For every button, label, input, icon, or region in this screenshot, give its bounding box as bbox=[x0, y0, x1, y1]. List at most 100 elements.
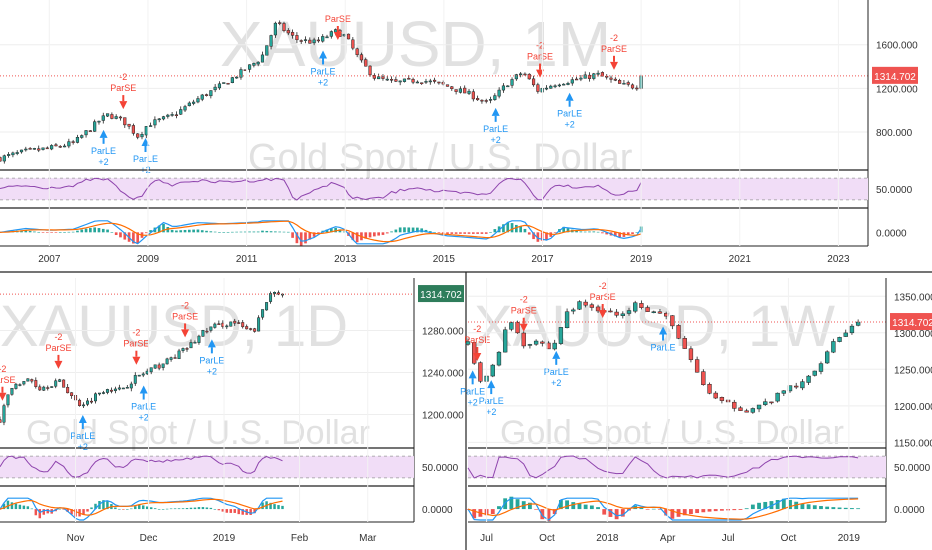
sell-signal-label: -2 bbox=[0, 364, 6, 374]
candle bbox=[775, 392, 780, 402]
rsi-pane[interactable]: 50.0000 bbox=[0, 455, 459, 479]
macd-histogram-bar bbox=[317, 232, 320, 234]
macd-histogram-bar bbox=[86, 509, 89, 512]
buy-signal-marker[interactable]: ParLE+2 bbox=[479, 380, 504, 417]
macd-histogram-bar bbox=[243, 231, 247, 233]
candle bbox=[189, 342, 193, 349]
buy-signal-marker[interactable]: ParLE+2 bbox=[483, 107, 508, 145]
sell-signal-marker[interactable]: ParSE bbox=[325, 14, 351, 40]
candle bbox=[173, 357, 177, 359]
buy-signal-marker[interactable]: ParLE+2 bbox=[91, 129, 116, 167]
macd-pane[interactable]: 0.0000 bbox=[466, 496, 925, 521]
macd-histogram-bar bbox=[130, 508, 133, 510]
candle bbox=[497, 89, 501, 97]
candle bbox=[45, 147, 49, 150]
macd-histogram-bar bbox=[50, 232, 53, 233]
candle bbox=[101, 115, 105, 121]
macd-histogram-bar bbox=[446, 232, 449, 234]
buy-signal-marker[interactable]: ParLE+2 bbox=[131, 385, 156, 423]
macd-histogram-bar bbox=[274, 231, 277, 233]
candle bbox=[222, 82, 226, 84]
buy-signal-marker[interactable]: ParLE+2 bbox=[70, 414, 95, 452]
macd-histogram-bar bbox=[454, 232, 458, 234]
macd-histogram-bar bbox=[226, 231, 230, 233]
candle bbox=[32, 148, 37, 150]
buy-signal-marker[interactable]: ParLE+2 bbox=[557, 92, 582, 130]
macd-histogram-bar bbox=[536, 232, 540, 242]
rsi-pane[interactable]: 50.0000 bbox=[467, 455, 931, 479]
candle bbox=[744, 410, 749, 413]
candle bbox=[564, 311, 570, 328]
macd-histogram-bar bbox=[291, 232, 294, 238]
macd-histogram-bar bbox=[102, 500, 105, 510]
price-tick-label: 1200.000 bbox=[422, 411, 464, 422]
candle bbox=[614, 311, 619, 316]
buy-signal-marker[interactable]: ParLE bbox=[651, 326, 676, 353]
macd-histogram-bar bbox=[368, 232, 372, 238]
candle bbox=[415, 81, 419, 84]
macd-histogram-bar bbox=[583, 231, 587, 233]
macd-histogram-bar bbox=[114, 232, 118, 236]
macd-histogram-bar bbox=[233, 509, 236, 513]
panel-weekly[interactable]: XAUUSD, 1W Gold Spot / U.S. Dollar 1314.70… bbox=[460, 278, 932, 544]
macd-histogram-bar bbox=[781, 498, 786, 510]
macd-histogram-bar bbox=[106, 229, 109, 233]
macd-histogram-bar bbox=[173, 508, 177, 510]
buy-signal-label: +2 bbox=[207, 366, 217, 376]
macd-histogram-bar bbox=[118, 508, 121, 510]
macd-histogram-bar bbox=[286, 231, 290, 233]
candle bbox=[583, 301, 588, 306]
panel-monthly[interactable]: XAUUSD, 1M Gold Spot / U.S. Dollar 1314.70… bbox=[0, 0, 918, 265]
candle bbox=[346, 33, 351, 40]
macd-histogram-bar bbox=[101, 228, 105, 233]
sell-signal-label: ParSE bbox=[172, 311, 198, 321]
candle bbox=[41, 147, 45, 150]
sell-signal-label: ParSE bbox=[45, 343, 71, 353]
macd-histogram-bar bbox=[269, 502, 272, 510]
candle bbox=[88, 130, 92, 132]
macd-histogram-bar bbox=[601, 232, 604, 234]
macd-signal-line bbox=[0, 498, 283, 516]
macd-histogram-bar bbox=[222, 232, 226, 233]
macd-histogram-bar bbox=[605, 232, 609, 235]
time-tick-label: 2009 bbox=[137, 254, 160, 265]
candle bbox=[71, 141, 75, 143]
macd-histogram-bar bbox=[183, 229, 187, 233]
candle bbox=[806, 375, 811, 383]
candle bbox=[329, 31, 333, 37]
sell-signal-label: ParSE bbox=[527, 52, 553, 62]
macd-histogram-bar bbox=[28, 230, 32, 233]
last-price-badge bbox=[890, 313, 932, 331]
macd-histogram-bar bbox=[596, 231, 600, 233]
macd-pane[interactable]: 0.0000 bbox=[0, 220, 907, 247]
macd-histogram-bar bbox=[217, 509, 221, 511]
candle bbox=[70, 392, 74, 396]
rsi-pane[interactable]: 50.0000 bbox=[0, 177, 913, 201]
candle bbox=[471, 91, 475, 100]
time-tick-label: Apr bbox=[660, 533, 676, 544]
candle bbox=[249, 328, 253, 330]
sell-arrow-icon bbox=[519, 323, 528, 332]
candle bbox=[359, 54, 364, 61]
candle bbox=[86, 400, 90, 405]
buy-signal-marker[interactable]: ParLE+2 bbox=[544, 350, 569, 388]
macd-pane[interactable]: 0.0000 bbox=[0, 497, 453, 521]
macd-histogram-bar bbox=[179, 230, 183, 233]
buy-signal-marker[interactable]: ParLE+2 bbox=[311, 50, 336, 87]
buy-signal-marker[interactable]: ParLE+2 bbox=[460, 370, 485, 407]
macd-histogram-bar bbox=[273, 504, 276, 510]
macd-histogram-bar bbox=[588, 231, 591, 233]
buy-signal-marker[interactable]: ParLE+2 bbox=[199, 339, 224, 376]
